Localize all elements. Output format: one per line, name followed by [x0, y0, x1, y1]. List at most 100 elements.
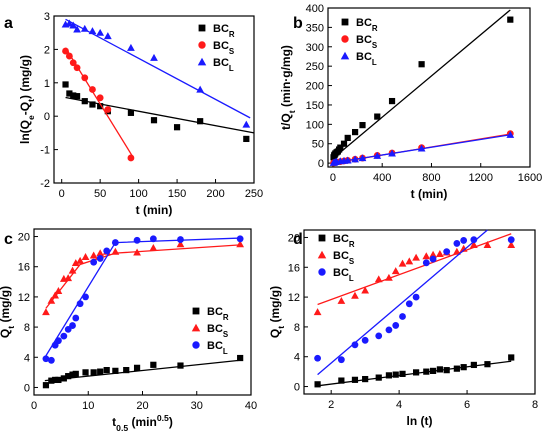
data-point [81, 74, 89, 82]
y-tick-label: 3 [44, 11, 50, 23]
legend-label: BCS [207, 323, 228, 339]
panel-a: a 0 50 100 150 200 250 -2 -1 0 1 2 3 t (min) ln(Qe-Qt)… [4, 11, 263, 217]
data-point [337, 356, 345, 364]
data-point [62, 47, 69, 55]
data-point [399, 313, 406, 320]
legend-marker [341, 35, 349, 43]
legend-entry: BCR [341, 17, 378, 33]
data-point [72, 370, 79, 377]
data-point [150, 361, 157, 368]
plot-area [61, 18, 255, 162]
data-point [89, 101, 96, 108]
data-point [429, 255, 437, 263]
data-point [399, 370, 406, 377]
data-point [196, 85, 205, 93]
data-point [469, 241, 478, 249]
data-point [97, 103, 104, 110]
legend-marker [198, 41, 206, 49]
data-point [443, 367, 450, 374]
data-point [103, 367, 110, 374]
data-point [176, 240, 185, 248]
y-axis-label: Qt (mg/g) [0, 286, 16, 338]
legend-entry: BCS [317, 250, 354, 266]
data-point [460, 364, 467, 371]
x-tick-label: 4 [396, 399, 402, 411]
data-point [429, 367, 437, 374]
x-tick-label: 20 [136, 400, 148, 412]
data-point [243, 135, 250, 143]
data-point [413, 369, 420, 376]
data-point [123, 367, 130, 374]
y-axis-label: Qt (mg/g) [268, 286, 286, 338]
data-point [68, 266, 77, 274]
series-BC_L [42, 235, 244, 364]
legend-label: BCR [333, 233, 355, 249]
legend-label: BCR [213, 23, 235, 39]
data-point [66, 90, 73, 97]
series-BC_R [42, 354, 244, 389]
data-point [373, 151, 382, 159]
x-axis-label: ln (t) [407, 414, 433, 428]
legend-marker [198, 24, 206, 32]
plot-area [42, 235, 245, 389]
legend-entry: BCS [191, 323, 228, 339]
data-point [343, 156, 352, 164]
data-point [173, 124, 181, 131]
y-tick-label: 0 [44, 111, 50, 123]
legend-label: BCR [356, 17, 378, 33]
y-tick-label: 350 [306, 22, 324, 34]
data-point [48, 377, 55, 384]
data-point [42, 355, 50, 363]
panel-label: a [4, 15, 13, 32]
legend-entry: BCL [192, 340, 228, 356]
data-point [388, 149, 396, 157]
legend-marker [197, 57, 207, 66]
data-point [42, 308, 50, 316]
legend-marker [191, 323, 201, 332]
data-point [96, 28, 105, 36]
y-tick-label: 20 [18, 232, 30, 244]
data-point [65, 19, 74, 27]
data-point [392, 322, 400, 329]
legend-label: BCL [213, 57, 234, 73]
y-tick-label: -1 [40, 145, 50, 157]
series-BC_R [62, 81, 255, 143]
data-point [47, 356, 55, 364]
series-BC_S [313, 233, 516, 316]
data-point [104, 106, 112, 113]
x-tick-label: 40 [245, 400, 257, 412]
y-tick-label: 12 [288, 292, 300, 304]
fit-line [65, 96, 255, 134]
data-point [236, 235, 244, 243]
legend-entry: BCR [198, 23, 235, 39]
data-point [90, 369, 97, 376]
data-point [385, 273, 393, 281]
plot-frame [327, 7, 531, 168]
data-point [351, 291, 359, 299]
x-tick-label: 100 [129, 188, 147, 200]
x-tick-label: 1600 [518, 172, 542, 184]
data-point [359, 122, 366, 129]
data-point [111, 247, 120, 255]
data-point [73, 25, 81, 33]
data-point [47, 296, 56, 304]
data-point [507, 241, 516, 249]
data-point [385, 326, 393, 334]
plot-frame [53, 15, 255, 184]
data-point [71, 259, 80, 267]
data-point [82, 293, 89, 301]
data-point [470, 361, 477, 369]
data-point [337, 296, 346, 304]
x-tick-label: 8 [532, 399, 538, 411]
data-point [507, 236, 515, 244]
y-tick-label: 2 [44, 44, 50, 56]
data-point [97, 368, 104, 375]
legend-label: BCL [333, 267, 354, 283]
x-tick-label: 2 [328, 399, 334, 411]
data-point [361, 336, 369, 344]
data-point [422, 259, 430, 267]
data-point [313, 308, 322, 316]
data-point [54, 286, 63, 294]
x-tick-label: 250 [245, 188, 263, 200]
plot-area [313, 229, 516, 388]
